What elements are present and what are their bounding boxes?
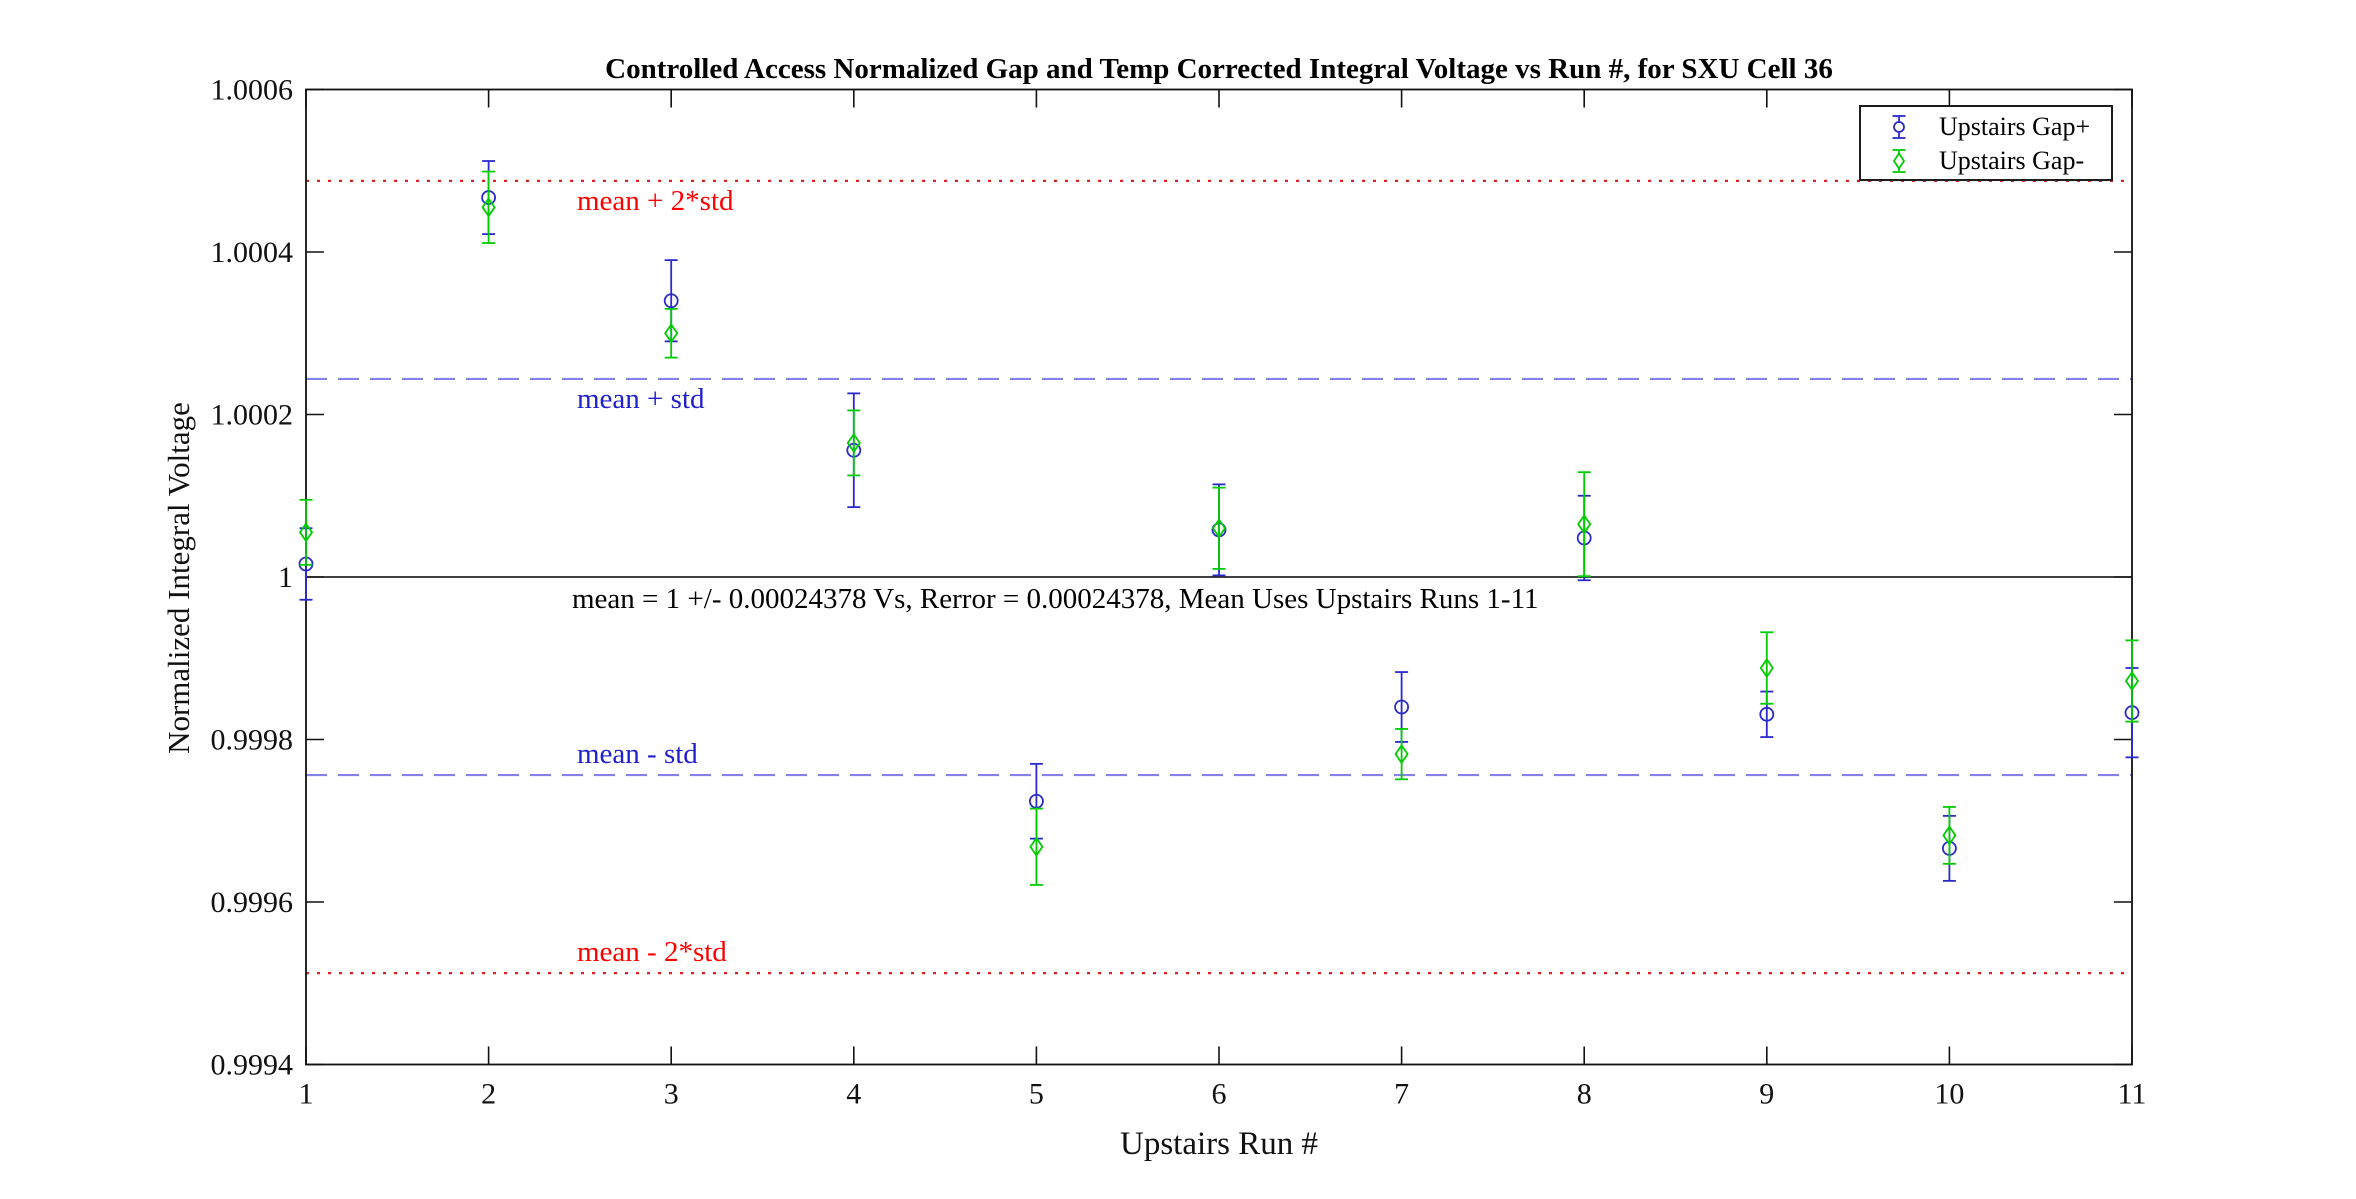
errorbar-circle-icon	[1892, 115, 1906, 139]
marker-gap-minus-run-4	[846, 432, 861, 454]
legend-label-gap-plus: Upstairs Gap+	[1939, 112, 2091, 141]
marker-gap-minus-run-1	[298, 522, 314, 543]
x-tick-label: 3	[664, 1078, 679, 1111]
x-tick-label: 9	[1759, 1078, 1774, 1111]
legend-entry-gap-plus: Upstairs Gap+	[1861, 110, 2111, 144]
marker-gap-minus-run-8	[1577, 513, 1592, 535]
x-tick-label: 6	[1212, 1078, 1227, 1111]
x-tick-label: 8	[1577, 1078, 1592, 1111]
y-tick-label: 0.9996	[211, 886, 294, 919]
x-tick-label: 4	[846, 1078, 861, 1111]
marker-gap-plus-run-3	[663, 293, 679, 309]
chart-title: Controlled Access Normalized Gap and Tem…	[605, 53, 1833, 85]
ref-label-1: mean + std	[577, 382, 705, 415]
x-tick-label: 10	[1934, 1078, 1964, 1111]
ref-label-0: mean + 2*std	[577, 184, 734, 217]
legend-label-gap-minus: Upstairs Gap-	[1939, 146, 2085, 175]
x-tick-label: 2	[481, 1078, 496, 1111]
legend: Upstairs Gap+ Upstairs Gap-	[1859, 105, 2113, 181]
marker-gap-plus-run-9	[1759, 706, 1775, 722]
marker-gap-minus-run-5	[1029, 836, 1044, 858]
x-tick-label: 1	[299, 1078, 314, 1111]
marker-gap-minus-run-6	[1211, 517, 1227, 539]
marker-gap-minus-run-7	[1394, 743, 1409, 765]
y-tick-label: 0.9998	[211, 724, 294, 757]
marker-gap-minus-run-3	[664, 322, 679, 344]
marker-gap-minus-run-2	[481, 197, 496, 218]
ref-label-4: mean - 2*std	[577, 936, 727, 969]
y-tick-label: 0.9994	[211, 1049, 294, 1082]
ref-label-3: mean - std	[577, 738, 698, 771]
y-tick-label: 1	[278, 561, 293, 594]
errorbar-diamond-icon	[1892, 149, 1906, 173]
legend-entry-gap-minus: Upstairs Gap-	[1861, 144, 2111, 178]
marker-gap-minus-run-11	[2124, 670, 2140, 692]
x-tick-label: 5	[1029, 1078, 1044, 1111]
x-tick-label: 7	[1394, 1078, 1409, 1111]
marker-gap-minus-run-9	[1759, 657, 1774, 679]
y-tick-label: 1.0006	[211, 74, 294, 107]
x-axis-label: Upstairs Run #	[1120, 1126, 1318, 1162]
mean-annotation: mean = 1 +/- 0.00024378 Vs, Rerror = 0.0…	[572, 583, 1539, 615]
x-tick-label: 11	[2118, 1078, 2147, 1111]
y-tick-label: 1.0004	[211, 236, 294, 269]
y-axis-label: Normalized Integral Voltage	[161, 402, 196, 754]
y-tick-label: 1.0002	[211, 399, 294, 432]
marker-gap-plus-run-7	[1394, 699, 1409, 715]
marker-gap-minus-run-10	[1942, 825, 1957, 846]
